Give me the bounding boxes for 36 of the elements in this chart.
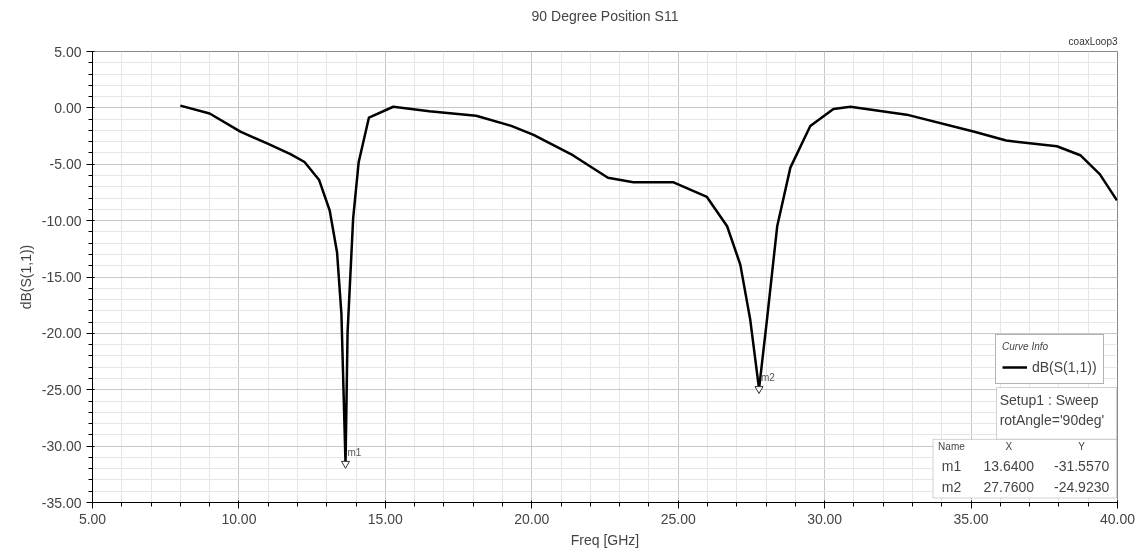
annotation: Y xyxy=(1078,440,1086,452)
annotation: m1 xyxy=(941,458,962,475)
legend-label: dB(S(1,1)) xyxy=(1032,359,1097,375)
annotation: m2 xyxy=(761,371,776,383)
y-tick-label: 5.00 xyxy=(54,43,82,60)
annotation: 13.6400 xyxy=(983,458,1035,475)
legend-title: Curve Info xyxy=(1002,341,1050,352)
annotation: 27.7600 xyxy=(983,478,1035,495)
x-tick-label: 35.00 xyxy=(953,510,989,527)
annotation: Name xyxy=(938,440,966,452)
x-tick-label: 10.00 xyxy=(221,510,257,527)
annotation: rotAngle='90deg' xyxy=(999,412,1105,429)
annotation: X xyxy=(1005,440,1013,452)
x-axis-title: Freq [GHz] xyxy=(570,531,640,548)
y-tick-label: -30.00 xyxy=(41,438,82,455)
annotation: m1 xyxy=(347,446,362,458)
x-tick-label: 20.00 xyxy=(514,510,550,527)
annotation: Setup1 : Sweep xyxy=(999,392,1099,409)
x-tick-label: 5.00 xyxy=(78,510,107,527)
y-tick-label: -35.00 xyxy=(41,494,82,511)
x-tick-label: 25.00 xyxy=(660,510,696,527)
text: coaxLoop3 xyxy=(1068,35,1118,47)
y-tick-label: -10.00 xyxy=(41,212,82,229)
y-tick-label: -20.00 xyxy=(41,325,82,342)
y-tick-label: 0.00 xyxy=(54,99,82,116)
x-tick-label: 40.00 xyxy=(1099,510,1136,527)
annotation: m2 xyxy=(941,478,962,495)
y-tick-label: -25.00 xyxy=(41,381,82,398)
x-tick-label: 15.00 xyxy=(367,510,404,527)
chart-title: 90 Degree Position S11 xyxy=(531,7,679,24)
annotation: -31.5570 xyxy=(1053,458,1110,475)
y-tick-label: -5.00 xyxy=(49,156,82,173)
y-tick-label: -15.00 xyxy=(41,269,82,285)
y-axis-title: dB(S(1,1)) xyxy=(17,244,34,310)
annotation: -24.9230 xyxy=(1053,478,1110,495)
x-tick-label: 30.00 xyxy=(807,510,843,527)
